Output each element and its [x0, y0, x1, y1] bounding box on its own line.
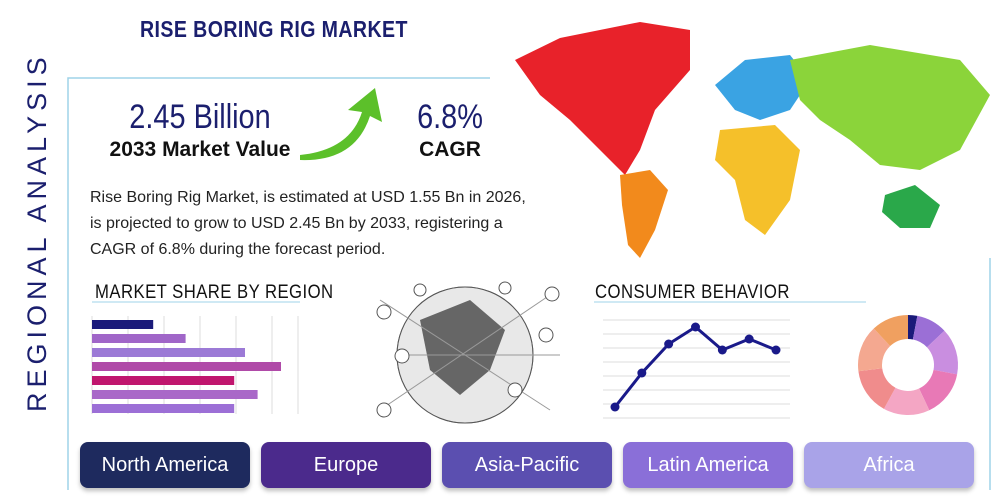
description: Rise Boring Rig Market, is estimated at … — [90, 189, 526, 258]
donut-slice — [919, 369, 958, 411]
stat-value: 2.45 Billion — [129, 98, 271, 136]
network-globe — [376, 281, 560, 424]
donut-slice — [912, 315, 945, 348]
stat-label: CAGR — [419, 138, 481, 161]
donut-slice — [873, 315, 908, 347]
line-point — [664, 339, 674, 349]
line-point — [691, 322, 700, 332]
region-button[interactable]: North America — [80, 442, 250, 488]
donut-slice — [858, 368, 896, 409]
bar — [92, 390, 258, 399]
title: RISE BORING RIG MARKET — [140, 16, 408, 42]
donut-slice — [908, 315, 918, 340]
bar — [92, 334, 186, 343]
line-point — [744, 334, 754, 344]
region-button[interactable]: Latin America — [623, 442, 793, 488]
section-title: CONSUMER BEHAVIOR — [595, 282, 790, 303]
line-point — [610, 402, 620, 412]
donut-slice — [883, 387, 930, 415]
panel-border — [67, 77, 490, 490]
world-map — [515, 22, 990, 258]
section-title: MARKET SHARE BY REGION — [95, 282, 334, 303]
line-point — [637, 368, 647, 378]
donut-slice — [858, 328, 891, 372]
bar — [92, 362, 281, 371]
bar — [92, 404, 235, 413]
bar — [92, 348, 245, 357]
side-label: REGIONAL ANALYSIS — [22, 52, 52, 412]
region-button[interactable]: Asia-Pacific — [442, 442, 612, 488]
line-grid — [603, 319, 790, 419]
bar — [92, 376, 235, 385]
growth-arrow — [300, 88, 382, 161]
region-button[interactable]: Africa — [804, 442, 974, 488]
bar — [92, 320, 154, 329]
line-point — [717, 345, 727, 355]
line-point — [771, 345, 781, 355]
stat-value: 6.8% — [417, 98, 483, 136]
stat-label: 2033 Market Value — [109, 138, 291, 161]
donut-slice — [926, 330, 958, 375]
region-button[interactable]: Europe — [261, 442, 431, 488]
